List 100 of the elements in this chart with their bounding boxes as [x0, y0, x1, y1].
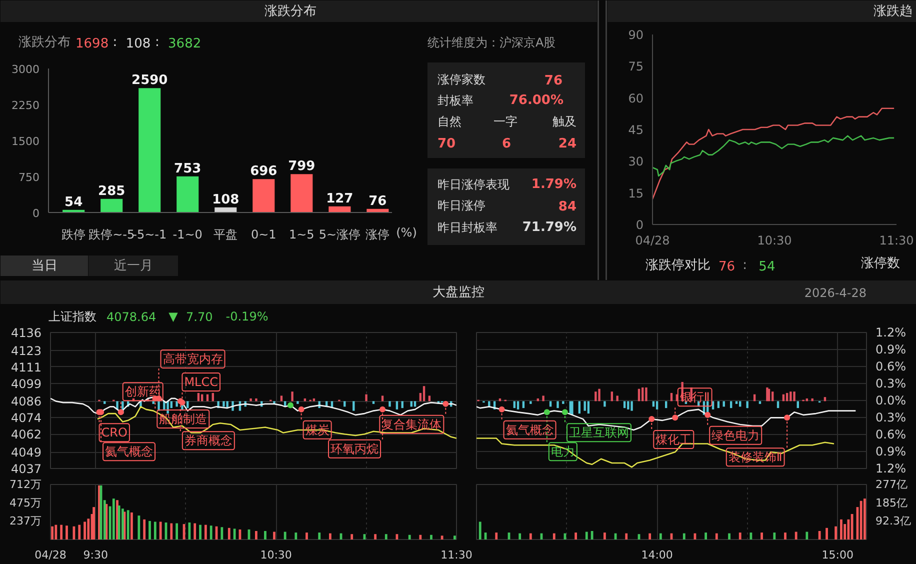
annotation: 氦气概念 — [506, 422, 554, 437]
text: 昨日封板率 — [438, 220, 498, 234]
y2-tick-label: 1.2% — [876, 462, 906, 476]
y2-tick-label: 0.9% — [876, 342, 906, 356]
x-axis-title: (%) — [396, 226, 417, 240]
y2-tick-label: 0.3% — [876, 410, 906, 424]
chart-title: 涨跌分布 — [264, 4, 316, 19]
annotation: MLCC — [184, 375, 218, 390]
chart-title: 涨跌趋 — [874, 4, 912, 19]
text: 封板率 — [438, 94, 474, 108]
y-tick-label: 4099 — [10, 376, 42, 391]
x-tick-label: 5~涨停 — [318, 228, 361, 242]
data-label: 2590 — [132, 73, 168, 88]
text: 昨日涨停表现 — [438, 178, 510, 192]
y-tick-label: 4074 — [10, 411, 42, 426]
chart-title: 大盘监控 — [432, 285, 484, 300]
data-label: 696 — [250, 164, 278, 180]
x-tick-label: 10:30 — [757, 234, 792, 248]
x-tick-label: 04/28 — [635, 234, 670, 248]
y2-tick-label: 0.6% — [876, 360, 906, 374]
text: 24 — [558, 136, 577, 152]
y-tick-label: 4123 — [10, 344, 42, 358]
x-tick-label: 0~1 — [250, 228, 276, 242]
x-tick-label: 跌停~-5 — [88, 228, 135, 242]
text: 自然 — [438, 114, 462, 128]
y-tick-label: 750 — [18, 171, 40, 184]
y2-tick-label: 0.6% — [876, 428, 906, 442]
y-tick-label: 3000 — [12, 63, 40, 76]
y-tick-label: 0 — [32, 207, 40, 220]
text: 统计维度为：沪深京A股 — [428, 36, 556, 50]
data-label: 127 — [326, 191, 354, 206]
text: 一字 — [494, 114, 518, 128]
text: 76 — [544, 74, 563, 88]
chart-subtitle: 上证指数 4078.64 ▼ 7.70 -0.19% — [48, 310, 268, 324]
text: 6 — [502, 136, 512, 152]
y2-tick-label: 0.0% — [876, 394, 906, 408]
x-tick-label: 涨停 — [366, 228, 390, 242]
text: 涨停数 — [861, 255, 900, 272]
y-tick-label: 1500 — [12, 135, 40, 148]
y-tick-label: 90 — [628, 28, 644, 42]
y-tick-label: 4037 — [10, 462, 42, 476]
y-tick-label: 4086 — [10, 394, 42, 409]
y2-tick-label: 277亿 — [876, 478, 908, 491]
x-tick-label: 11:30 — [879, 234, 914, 248]
y2-tick-label: 92.3亿 — [876, 514, 911, 528]
text: 触及 — [552, 114, 576, 128]
y-tick-label: 4111 — [10, 360, 42, 374]
text: 2026-4-28 — [804, 286, 867, 300]
annotation: 煤化工 — [656, 432, 692, 447]
x-tick-label: 跌停 — [62, 228, 86, 242]
y-tick-label: 60 — [628, 91, 644, 106]
annotation: 环氧丙烷 — [330, 442, 379, 456]
x-tick-label: 04/28 — [34, 548, 66, 562]
y2-tick-label: 1.2% — [876, 326, 906, 340]
annotation: 券商概念 — [184, 434, 232, 448]
x-tick-label: 9:30 — [83, 548, 108, 562]
data-label: 108 — [212, 192, 240, 208]
x-tick-label: 平盘 — [214, 228, 238, 242]
chart-subtitle: 涨跌分布 1698 : 108 : 3682 — [18, 35, 202, 52]
y-tick-label: 75 — [628, 60, 644, 74]
y-tick-label: 237万 — [10, 514, 42, 528]
text: 近一月 — [114, 258, 153, 274]
x-tick-label: -1~0 — [172, 228, 202, 242]
annotation: CRO — [101, 426, 128, 440]
data-label: 753 — [174, 161, 202, 176]
annotation: 绿色电力 — [712, 428, 760, 442]
data-label: 799 — [288, 159, 316, 174]
y-tick-label: 4049 — [10, 446, 42, 460]
y-tick-label: 475万 — [10, 496, 42, 510]
data-label: 76 — [368, 194, 387, 209]
y2-tick-label: 0.3% — [876, 376, 906, 390]
y-tick-label: 30 — [628, 154, 644, 169]
text: 71.79% — [522, 220, 577, 235]
text: 涨停家数 — [438, 72, 486, 86]
text: 当日 — [32, 258, 58, 274]
text: 昨日涨停 — [438, 198, 486, 212]
x-tick-label: 15:00 — [822, 548, 854, 562]
y2-tick-label: 0.9% — [876, 444, 906, 458]
data-label: 54 — [64, 194, 83, 210]
x-tick-label: -5~-1 — [132, 228, 167, 242]
y-tick-label: 4136 — [10, 326, 42, 340]
y-tick-label: 45 — [628, 123, 644, 137]
annotation: 高带宽内存 — [162, 352, 223, 366]
y-tick-label: 15 — [628, 186, 644, 200]
y-tick-label: 0 — [636, 218, 644, 232]
x-tick-label: 10:30 — [260, 548, 292, 562]
text: 涨跌停对比 76 : 54 — [646, 258, 776, 274]
annotation: 卫星互联网 — [568, 426, 629, 440]
y2-tick-label: 185亿 — [876, 496, 908, 510]
x-tick-label: 1~5 — [288, 228, 314, 242]
text: 76.00% — [509, 93, 564, 108]
x-tick-label: 11:30 — [440, 548, 472, 562]
annotation: 复合集流体 — [382, 417, 442, 432]
y-tick-label: 2250 — [12, 99, 40, 112]
annotation: 氦气概念 — [105, 444, 154, 459]
text: 1.79% — [531, 177, 577, 192]
x-tick-label: 14:00 — [641, 548, 673, 562]
y-tick-label: 712万 — [10, 478, 42, 491]
text: 70 — [438, 136, 456, 152]
y-tick-label: 4062 — [10, 428, 42, 442]
